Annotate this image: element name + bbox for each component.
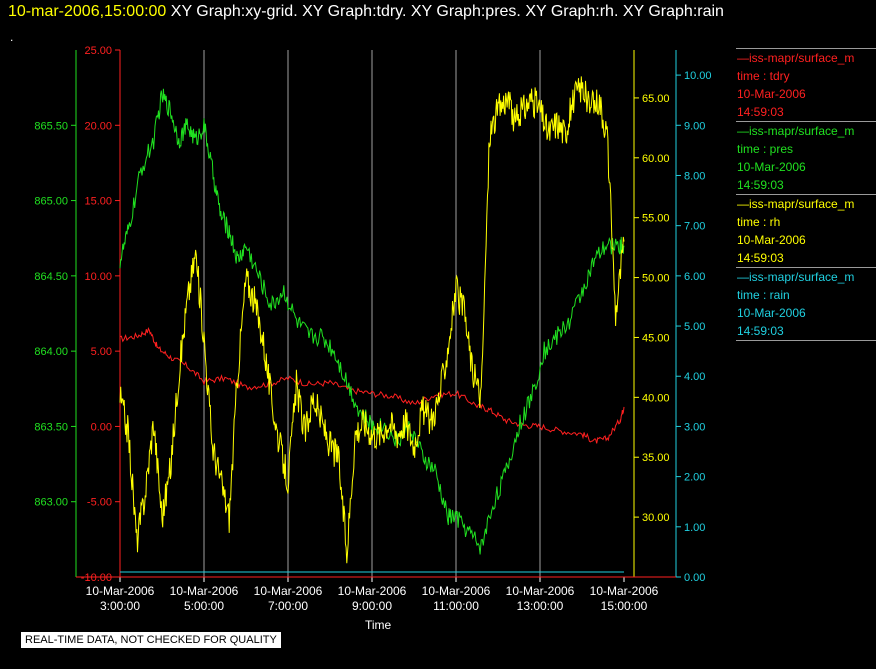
x-tick-date: 10-Mar-2006 [506, 584, 575, 598]
tdry-tick-label: 10.00 [84, 271, 112, 283]
x-tick-time: 15:00:00 [601, 599, 648, 613]
legend-time: 14:59:03 [737, 105, 784, 119]
x-tick-time: 5:00:00 [184, 599, 224, 613]
legend-time: 14:59:03 [737, 324, 784, 338]
x-tick-date: 10-Mar-2006 [338, 584, 407, 598]
tdry-tick-label: 20.00 [84, 120, 112, 132]
status-dot: . [10, 30, 14, 44]
rh-series-line [119, 76, 625, 564]
tdry-series-line [119, 327, 625, 444]
header-bar: 10-mar-2006,15:00:00 XY Graph:xy-grid. X… [8, 3, 724, 21]
rain-tick-label: 5.00 [684, 321, 705, 333]
legend-var: time : rh [737, 215, 781, 229]
rh-tick-label: 60.00 [642, 153, 670, 165]
legend-var: time : pres [737, 142, 794, 156]
quality-notice: REAL-TIME DATA, NOT CHECKED FOR QUALITY [20, 631, 282, 649]
x-tick-date: 10-Mar-2006 [86, 584, 155, 598]
x-tick-date: 10-Mar-2006 [422, 584, 491, 598]
x-tick-time: 11:00:00 [433, 599, 479, 613]
rh-tick-label: 30.00 [642, 512, 670, 524]
tdry-tick-label: 15.00 [84, 196, 112, 208]
legend-var: time : rain [737, 288, 790, 302]
legend-name: —iss-mapr/surface_m [737, 270, 855, 284]
tdry-tick-label: -5.00 [87, 497, 112, 509]
legend-date: 10-Mar-2006 [737, 160, 806, 174]
x-axis-title: Time [365, 618, 392, 632]
timestamp: 10-mar-2006,15:00:00 [8, 3, 167, 20]
x-tick-date: 10-Mar-2006 [170, 584, 239, 598]
rain-tick-label: 7.00 [684, 221, 705, 233]
legend-var: time : tdry [737, 69, 790, 83]
legend-date: 10-Mar-2006 [737, 306, 806, 320]
rain-tick-label: 8.00 [684, 170, 705, 182]
rh-tick-label: 40.00 [642, 392, 670, 404]
tdry-tick-label: 25.00 [84, 45, 112, 57]
x-tick-date: 10-Mar-2006 [590, 584, 659, 598]
tdry-tick-label: 0.00 [91, 421, 112, 433]
pres-tick-label: 864.00 [34, 346, 68, 358]
pres-series-line [119, 88, 625, 555]
rh-tick-label: 50.00 [642, 273, 670, 285]
x-tick-date: 10-Mar-2006 [254, 584, 323, 598]
legend-date: 10-Mar-2006 [737, 87, 806, 101]
rh-tick-label: 35.00 [642, 452, 670, 464]
x-tick-time: 3:00:00 [100, 599, 140, 613]
legend-time: 14:59:03 [737, 178, 784, 192]
pres-tick-label: 863.00 [34, 497, 68, 509]
rain-tick-label: 9.00 [684, 120, 705, 132]
legend-name: —iss-mapr/surface_m [737, 197, 855, 211]
graph-list: XY Graph:xy-grid. XY Graph:tdry. XY Grap… [170, 3, 724, 20]
tdry-tick-label: -10.00 [81, 572, 112, 584]
rain-tick-label: 10.00 [684, 70, 712, 82]
rain-tick-label: 1.00 [684, 522, 705, 534]
x-tick-time: 9:00:00 [352, 599, 392, 613]
pres-tick-label: 864.50 [34, 271, 68, 283]
legend-time: 14:59:03 [737, 251, 784, 265]
rain-tick-label: 3.00 [684, 421, 705, 433]
rh-tick-label: 45.00 [642, 332, 670, 344]
tdry-tick-label: 5.00 [91, 346, 112, 358]
legend-name: —iss-mapr/surface_m [737, 124, 855, 138]
rain-tick-label: 0.00 [684, 572, 705, 584]
rh-tick-label: 65.00 [642, 93, 670, 105]
rain-tick-label: 2.00 [684, 472, 705, 484]
rain-tick-label: 6.00 [684, 271, 705, 283]
pres-tick-label: 865.50 [34, 120, 68, 132]
rain-tick-label: 4.00 [684, 371, 705, 383]
x-tick-time: 7:00:00 [268, 599, 308, 613]
rh-tick-label: 55.00 [642, 213, 670, 225]
legend: —iss-mapr/surface_m time : tdry 10-Mar-200… [736, 48, 876, 341]
legend-date: 10-Mar-2006 [737, 233, 806, 247]
pres-tick-label: 865.00 [34, 196, 68, 208]
legend-name: —iss-mapr/surface_m [737, 51, 855, 65]
pres-tick-label: 863.50 [34, 421, 68, 433]
x-tick-time: 13:00:00 [517, 599, 564, 613]
